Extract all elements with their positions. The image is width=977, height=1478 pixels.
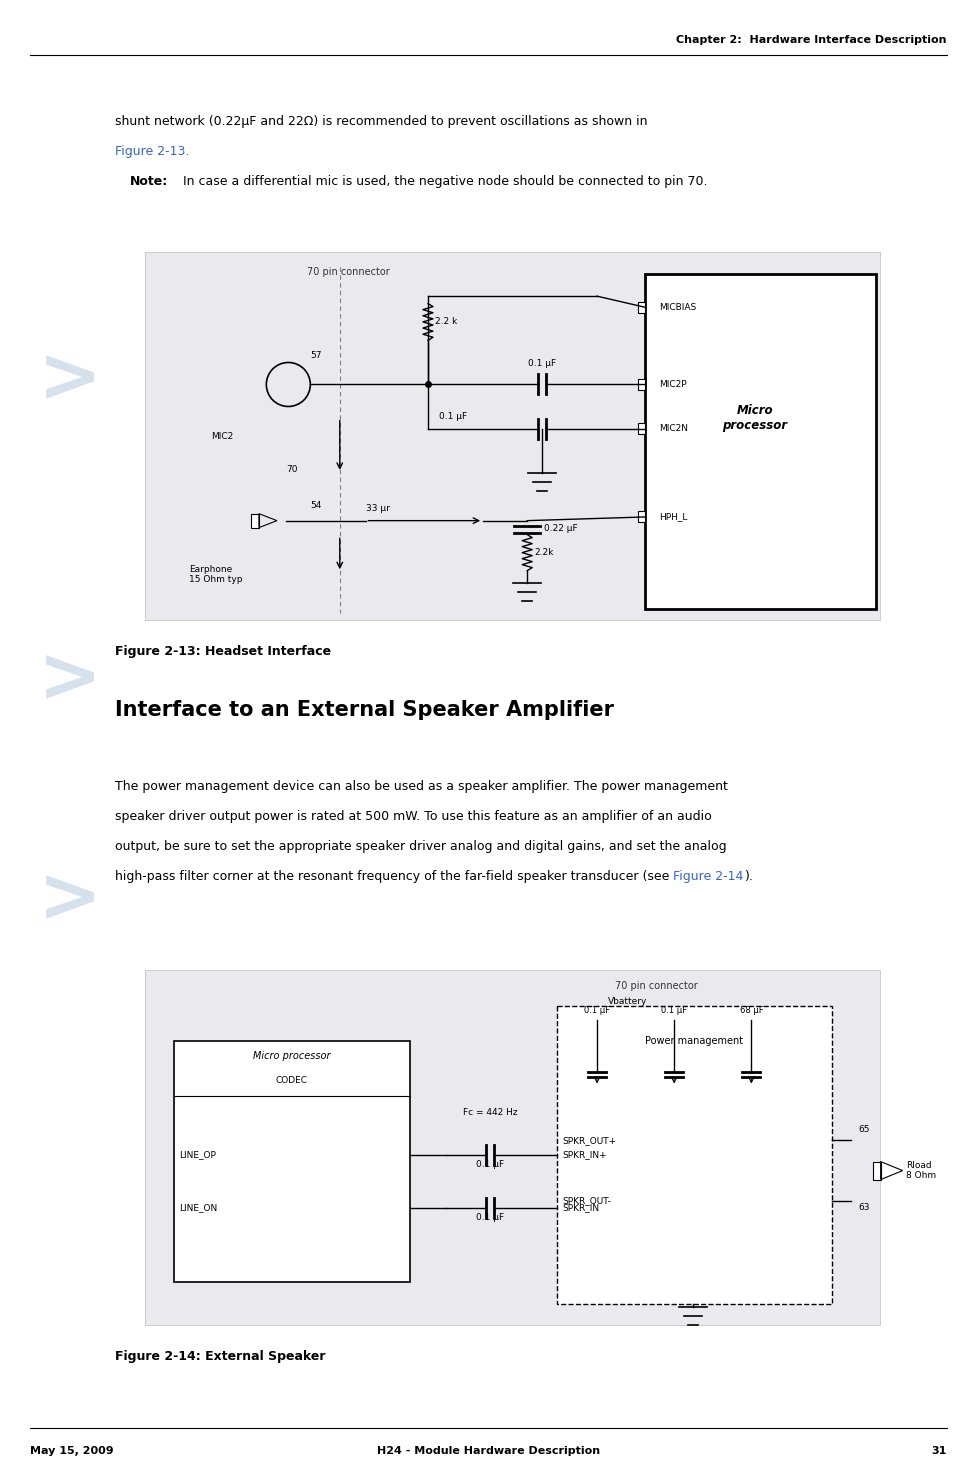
Text: 0.1 μF: 0.1 μF: [584, 1005, 610, 1015]
Bar: [638, 423, 645, 435]
Text: MIC2N: MIC2N: [659, 424, 689, 433]
Bar: [872, 1162, 880, 1179]
Text: 33 μr: 33 μr: [365, 504, 390, 513]
Text: 70: 70: [286, 466, 298, 474]
Text: SPKR_OUT-: SPKR_OUT-: [563, 1196, 612, 1205]
Text: Earphone
15 Ohm typ: Earphone 15 Ohm typ: [190, 565, 242, 584]
Text: shunt network (0.22μF and 22Ω) is recommended to prevent oscillations as shown i: shunt network (0.22μF and 22Ω) is recomm…: [115, 115, 648, 129]
Text: H24 - Module Hardware Description: H24 - Module Hardware Description: [377, 1445, 600, 1456]
Text: HPH_L: HPH_L: [659, 513, 688, 522]
Text: SPKR_IN: SPKR_IN: [563, 1203, 600, 1212]
Bar: [638, 511, 645, 523]
Text: MICBIAS: MICBIAS: [659, 303, 697, 312]
Text: output, be sure to set the appropriate speaker driver analog and digital gains, : output, be sure to set the appropriate s…: [115, 840, 727, 853]
Bar: [145, 253, 880, 619]
Text: >: >: [38, 343, 102, 417]
Text: 65: 65: [858, 1125, 870, 1135]
Text: LINE_ON: LINE_ON: [180, 1203, 218, 1212]
Text: 70 pin connector: 70 pin connector: [616, 980, 699, 990]
Text: Note:: Note:: [130, 174, 168, 188]
Text: Figure 2-14: Figure 2-14: [673, 871, 743, 882]
Text: >: >: [38, 863, 102, 937]
Text: 2.2 k: 2.2 k: [435, 318, 457, 327]
Bar: [145, 970, 880, 1324]
Text: high-pass filter corner at the resonant frequency of the far-field speaker trans: high-pass filter corner at the resonant …: [115, 871, 669, 882]
Bar: [557, 1005, 832, 1304]
Bar: [251, 514, 259, 528]
Bar: [638, 378, 645, 390]
Text: 31: 31: [932, 1445, 947, 1456]
Text: The power management device can also be used as a speaker amplifier. The power m: The power management device can also be …: [115, 780, 728, 794]
Text: Rload
8 Ohm: Rload 8 Ohm: [906, 1160, 936, 1181]
Text: Figure 2-14: External Speaker: Figure 2-14: External Speaker: [115, 1349, 325, 1363]
Text: SPKR_OUT+: SPKR_OUT+: [563, 1137, 616, 1145]
Text: MIC2P: MIC2P: [659, 380, 687, 389]
Text: >: >: [38, 643, 102, 717]
Text: 0.1 μF: 0.1 μF: [477, 1213, 504, 1222]
Text: Figure 2-13.: Figure 2-13.: [115, 145, 190, 158]
Text: LINE_OP: LINE_OP: [180, 1150, 216, 1159]
Text: MIC2: MIC2: [211, 433, 234, 442]
Text: Fc = 442 Hz: Fc = 442 Hz: [463, 1107, 518, 1116]
Text: 0.1 μF: 0.1 μF: [528, 359, 556, 368]
Text: 0.1 μF: 0.1 μF: [477, 1160, 504, 1169]
Text: Chapter 2:  Hardware Interface Description: Chapter 2: Hardware Interface Descriptio…: [676, 35, 947, 44]
Text: 54: 54: [310, 501, 321, 510]
Text: In case a differential mic is used, the negative node should be connected to pin: In case a differential mic is used, the …: [183, 174, 707, 188]
Text: SPKR_IN+: SPKR_IN+: [563, 1150, 608, 1159]
Text: 68 μF: 68 μF: [740, 1005, 763, 1015]
Text: 0.1 μF: 0.1 μF: [439, 412, 467, 421]
Text: 57: 57: [310, 350, 321, 359]
Text: Vbattery: Vbattery: [608, 996, 648, 1005]
Text: 63: 63: [858, 1203, 870, 1212]
Text: CODEC: CODEC: [276, 1076, 308, 1085]
Text: Interface to an External Speaker Amplifier: Interface to an External Speaker Amplifi…: [115, 701, 614, 720]
Text: 70 pin connector: 70 pin connector: [307, 266, 390, 276]
Text: Power management: Power management: [646, 1036, 743, 1045]
Text: speaker driver output power is rated at 500 mW. To use this feature as an amplif: speaker driver output power is rated at …: [115, 810, 712, 823]
Text: May 15, 2009: May 15, 2009: [30, 1445, 113, 1456]
Text: 0.1 μF: 0.1 μF: [661, 1005, 687, 1015]
Bar: [175, 1041, 409, 1283]
Bar: [638, 302, 645, 313]
Text: Figure 2-13: Headset Interface: Figure 2-13: Headset Interface: [115, 644, 331, 658]
Text: 0.22 μF: 0.22 μF: [544, 525, 577, 534]
Text: Micro
processor: Micro processor: [722, 403, 787, 432]
Text: ).: ).: [745, 871, 754, 882]
Text: 2.2k: 2.2k: [534, 548, 554, 557]
Bar: [645, 273, 876, 609]
Text: Micro processor: Micro processor: [253, 1051, 331, 1061]
